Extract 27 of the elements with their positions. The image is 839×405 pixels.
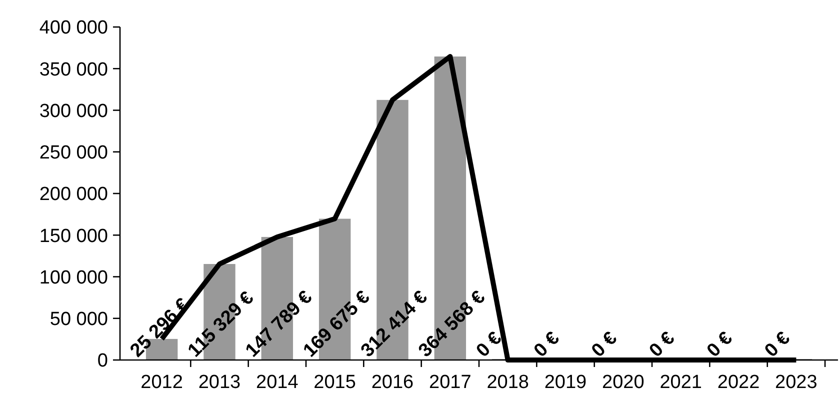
x-tick-label: 2023: [775, 372, 818, 393]
y-tick-label: 0: [97, 350, 108, 372]
data-label: 0 €: [703, 328, 738, 362]
y-tick-label: 300 000: [39, 100, 108, 122]
y-tick-label: 150 000: [39, 226, 108, 247]
y-tick-label: 350 000: [39, 59, 108, 80]
data-label: 0 €: [646, 328, 680, 362]
data-label: 0 €: [530, 328, 564, 362]
x-tick-label: 2015: [314, 372, 356, 393]
x-tick-label: 2020: [602, 372, 644, 393]
data-label: 0 €: [588, 328, 622, 362]
x-tick-label: 2022: [717, 372, 760, 393]
x-tick-label: 2021: [660, 372, 702, 393]
x-tick-label: 2012: [140, 372, 183, 393]
x-tick-label: 2013: [198, 372, 241, 393]
y-tick-label: 400 000: [39, 18, 108, 39]
x-tick-label: 2016: [371, 372, 414, 393]
x-tick-label: 2019: [544, 372, 587, 393]
y-tick-label: 250 000: [39, 142, 108, 164]
x-tick-label: 2014: [256, 372, 299, 393]
x-tick-label: 2018: [486, 372, 529, 393]
x-tick-label: 2017: [429, 372, 472, 393]
data-label: 0 €: [472, 328, 506, 362]
y-tick-label: 100 000: [39, 267, 108, 288]
data-label: 0 €: [760, 328, 795, 362]
y-tick-label: 200 000: [39, 184, 108, 206]
y-tick-label: 50 000: [50, 309, 108, 330]
